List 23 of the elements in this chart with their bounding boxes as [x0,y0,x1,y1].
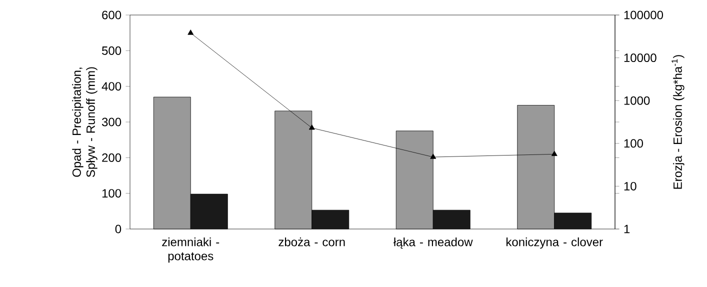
y2-tick-label: 1 [624,224,630,234]
y-tick-label: 200 [102,153,122,162]
y2-tick-label: 10 [624,182,636,190]
y2-tick-label: 100 [624,139,644,148]
y2-tick-label: 100000 [624,10,664,20]
point [430,154,436,159]
point [308,124,315,130]
y2-tick-label: 1000 [624,96,650,105]
x-tick-label: łąka - meadow [394,237,473,249]
x-tick-label: koniczyna - clover [506,237,603,249]
x-tick-label: ziemniaki - potatoes [162,237,220,263]
y-tick-label: 400 [102,82,122,91]
y-tick-label: 300 [102,118,122,126]
y-axis-title: Opad - Precipitation, Spływ - Runoff (mm) [72,67,98,178]
y2-axis-title: Erozja - Erosion (kg*ha$^{-1}$) [672,55,684,189]
y-tick-label: 600 [102,10,122,20]
y-tick-label: 100 [102,189,122,198]
x-tick-label: zboża - corn [278,237,345,246]
y-tick-label: 500 [102,46,122,55]
point [188,30,194,35]
y2-tick-label: 10000 [624,54,656,62]
point [551,150,558,156]
y-tick-label: 0 [115,224,122,234]
